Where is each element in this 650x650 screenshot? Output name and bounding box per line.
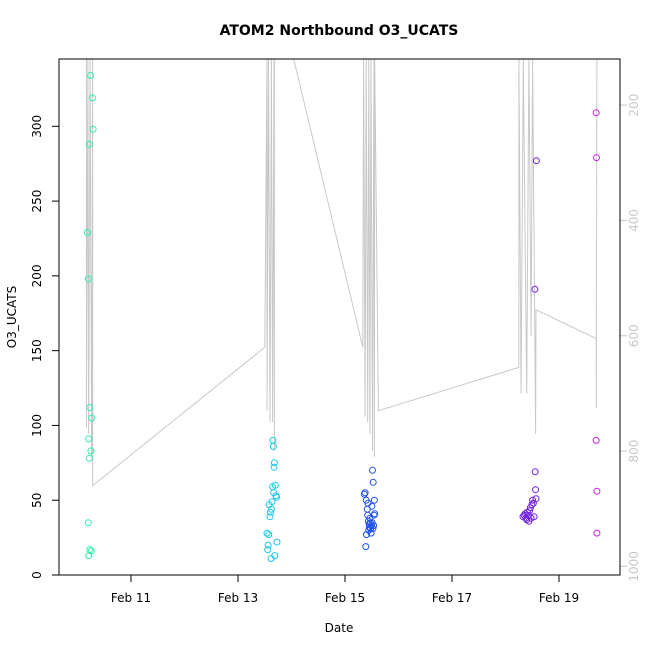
data-point [593,529,601,537]
y-tick-label: 300 [30,115,44,138]
data-point [84,275,92,283]
data-point [86,546,94,554]
y2-tick-label: 1000 [627,551,641,582]
data-point [89,125,97,133]
data-point [87,72,94,79]
data-point [85,140,93,148]
data-point [528,501,536,509]
data-point [371,510,379,518]
x-tick-label: Feb 15 [325,591,365,605]
data-point [271,481,279,489]
data-point [88,94,96,102]
chart-title: ATOM2 Northbound O3_UCATS [220,23,459,39]
data-point [593,154,600,162]
data-point [267,505,275,513]
data-point [85,435,93,443]
data-point [273,538,281,546]
y-tick-label: 200 [30,264,44,287]
altitude-line [85,59,598,487]
data-point [362,543,370,551]
data-point [264,546,272,554]
data-point [271,552,279,560]
y-tick-label: 250 [30,190,44,213]
data-point [532,495,540,503]
data-point [84,229,91,236]
data-point [369,525,377,533]
x-tick-label: Feb 13 [218,591,258,605]
data-point [592,436,600,444]
data-point [267,508,274,516]
data-point [269,436,277,444]
y-tick-label: 150 [30,339,44,362]
data-point [85,454,93,462]
data-point [269,442,277,450]
gray-line-layer [85,59,598,487]
y-axis-label: O3_UCATS [5,286,19,348]
data-point [88,414,96,422]
data-point [593,487,601,495]
data-point [530,513,538,521]
data-point [370,522,378,530]
x-axis-label: Date [325,621,354,635]
points-layer [84,72,601,562]
data-point [361,489,369,497]
data-point [84,519,92,527]
x-tick-label: Feb 11 [111,591,151,605]
data-point [263,529,271,537]
data-point [270,459,278,467]
data-point [529,496,537,504]
y-tick-label: 0 [30,571,44,579]
data-point [592,109,600,117]
data-point [532,157,540,165]
data-point [526,507,534,515]
data-point [87,447,95,455]
data-point [367,529,375,537]
y2-tick-label: 400 [627,209,641,232]
data-point [368,502,376,510]
data-point [273,493,280,501]
data-point [86,404,94,411]
data-point [266,513,274,521]
data-point [85,552,93,560]
y-tick-label: 50 [30,493,44,508]
x-tick-label: Feb 17 [432,591,472,605]
plot-frame [58,58,621,576]
data-point [268,498,276,506]
axes-layer: Feb 11 Feb 13 Feb 15 Feb 17 Feb 19 0 50 100 150 2… [30,94,641,605]
y2-tick-label: 600 [627,324,641,347]
data-point [532,486,540,494]
data-point [369,478,377,486]
data-point [369,466,376,474]
data-point [87,547,95,555]
data-point [264,541,272,549]
data-point [531,468,539,476]
data-point [370,496,378,504]
data-point [531,285,539,293]
y2-tick-label: 800 [627,440,641,463]
x-tick-label: Feb 19 [539,591,579,605]
data-point [270,463,278,471]
data-point [265,531,273,539]
y2-tick-label: 200 [627,94,641,117]
y-tick-label: 100 [30,414,44,437]
